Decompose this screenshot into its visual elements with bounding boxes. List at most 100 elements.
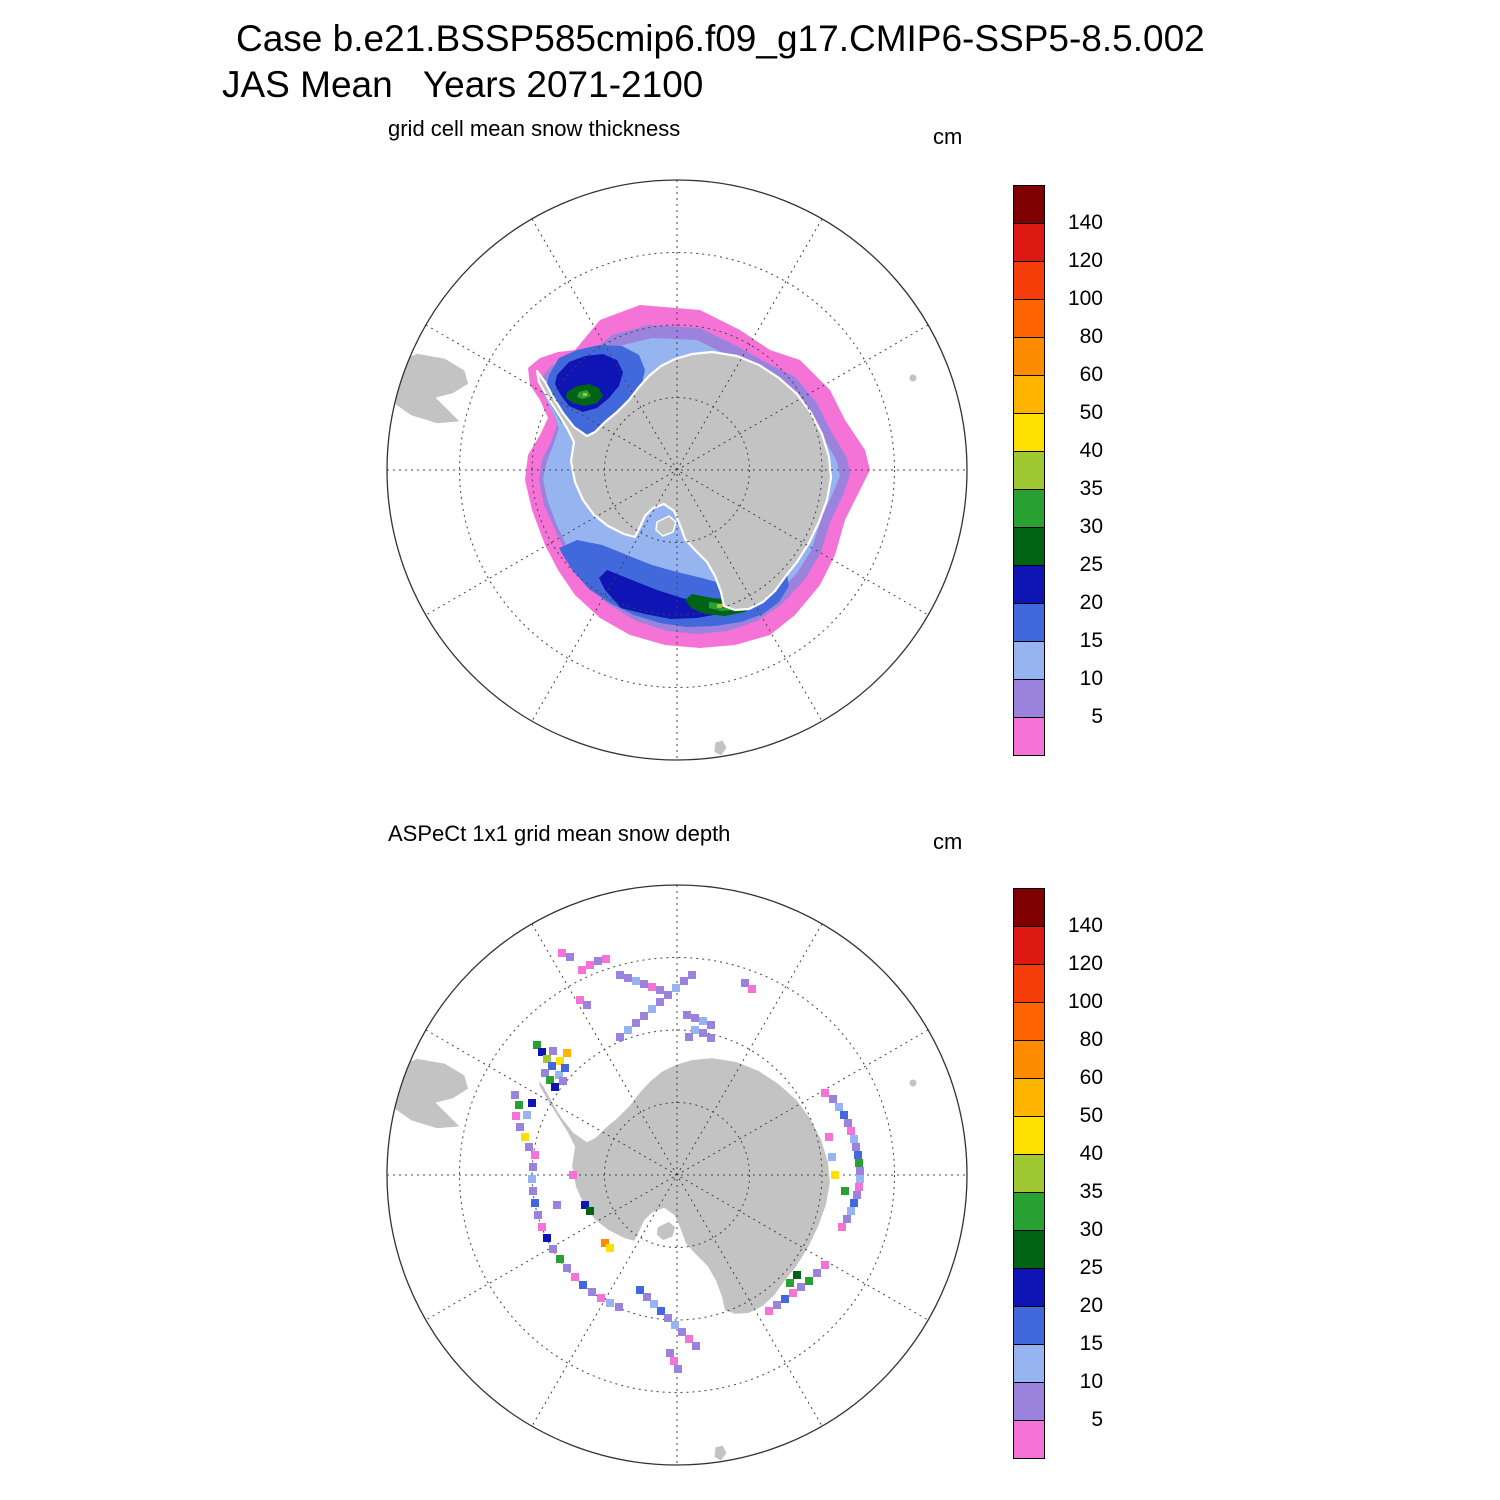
obs-cell xyxy=(578,966,586,974)
obs-cell xyxy=(511,1091,519,1099)
colorbar-tick-label: 100 xyxy=(1067,990,1103,1013)
colorbar-tick-label: 40 xyxy=(1079,1142,1103,1165)
obs-cell xyxy=(691,1014,699,1022)
obs-cell xyxy=(786,1279,794,1287)
colorbar-tick-label: 30 xyxy=(1079,1218,1103,1241)
colorbar-cell xyxy=(1013,1230,1045,1269)
obs-cell xyxy=(844,1119,852,1127)
colorbar-tick-label: 120 xyxy=(1067,952,1103,975)
colorbar-cell xyxy=(1013,1078,1045,1117)
colorbar-cell xyxy=(1013,565,1045,604)
colorbar-cell xyxy=(1013,679,1045,718)
obs-cell xyxy=(531,1199,539,1207)
contour-region-35-40cm xyxy=(583,393,587,396)
obs-cell xyxy=(640,1012,648,1020)
map2-boundary-circle xyxy=(386,884,968,1466)
obs-cell xyxy=(563,1264,571,1272)
colorbar-tick-label: 20 xyxy=(1079,1294,1103,1317)
obs-cell xyxy=(685,1033,693,1041)
obs-cell xyxy=(672,984,680,992)
obs-cell xyxy=(850,1135,858,1143)
obs-cell xyxy=(781,1295,789,1303)
obs-cell xyxy=(850,1199,858,1207)
colorbar-cell xyxy=(1013,717,1045,756)
obs-cell xyxy=(581,1201,589,1209)
obs-cell xyxy=(683,1011,691,1019)
obs-cell xyxy=(571,1273,579,1281)
obs-cell xyxy=(556,1255,564,1263)
obs-cell xyxy=(856,1167,864,1175)
obs-cell xyxy=(534,1211,542,1219)
obs-cell xyxy=(632,1019,640,1027)
colorbar-tick-label: 35 xyxy=(1079,1180,1103,1203)
colorbar-tick-label: 30 xyxy=(1079,515,1103,538)
obs-cell xyxy=(548,1062,556,1070)
colorbar-tick-label: 50 xyxy=(1079,1104,1103,1127)
colorbar-cell xyxy=(1013,926,1045,965)
obs-cell xyxy=(843,1215,851,1223)
colorbar-cell xyxy=(1013,299,1045,338)
obs-cell xyxy=(829,1095,837,1103)
colorbar-cell xyxy=(1013,185,1045,224)
obs-cell xyxy=(615,1303,623,1311)
map1-boundary-circle xyxy=(386,179,968,761)
colorbar-tick-label: 5 xyxy=(1091,705,1103,728)
obs-cell xyxy=(632,977,640,985)
colorbar-cell xyxy=(1013,641,1045,680)
obs-cell xyxy=(576,996,584,1004)
colorbar-tick-label: 100 xyxy=(1067,287,1103,310)
obs-cell xyxy=(789,1289,797,1297)
colorbar-tick-label: 60 xyxy=(1079,363,1103,386)
observation-cells-layer xyxy=(511,949,864,1373)
obs-cell xyxy=(624,1026,632,1034)
obs-cell xyxy=(678,1328,686,1336)
colorbar-tick-label: 80 xyxy=(1079,1028,1103,1051)
colorbar-cell xyxy=(1013,1306,1045,1345)
obs-cell xyxy=(688,971,696,979)
obs-cell xyxy=(840,1111,848,1119)
obs-cell xyxy=(515,1101,523,1109)
colorbar-cell xyxy=(1013,1382,1045,1421)
panel1-units-label: cm xyxy=(933,124,963,149)
obs-cell xyxy=(847,1207,855,1215)
colorbar-tick-label: 35 xyxy=(1079,477,1103,500)
obs-cell xyxy=(512,1112,520,1120)
obs-cell xyxy=(855,1159,863,1167)
obs-cell xyxy=(559,1077,567,1085)
obs-cell xyxy=(666,1349,674,1357)
obs-cell xyxy=(555,1071,563,1079)
obs-cell xyxy=(583,1001,591,1009)
obs-cell xyxy=(813,1269,821,1277)
colorbar-tick-label: 15 xyxy=(1079,1332,1103,1355)
obs-cell xyxy=(525,1143,533,1151)
obs-cell xyxy=(538,1048,546,1056)
obs-cell xyxy=(773,1301,781,1309)
obs-cell xyxy=(838,1223,846,1231)
obs-cell xyxy=(566,953,574,961)
obs-cell xyxy=(551,1083,559,1091)
obs-cell xyxy=(648,983,656,991)
obs-cell xyxy=(549,1047,557,1055)
obs-cell xyxy=(656,998,664,1006)
obs-cell xyxy=(643,1293,651,1301)
obs-cell xyxy=(533,1041,541,1049)
colorbar-tick-label: 10 xyxy=(1079,1370,1103,1393)
obs-cell xyxy=(853,1191,861,1199)
colorbar-panel1: 140 120 100 80 60 50 40 35 30 25 20 15 10 5 xyxy=(1013,185,1103,756)
obs-cell xyxy=(558,949,566,957)
obs-cell xyxy=(707,1021,715,1029)
colorbar-cell xyxy=(1013,1002,1045,1041)
colorbar-cell xyxy=(1013,413,1045,452)
obs-cell xyxy=(586,1207,594,1215)
obs-cell xyxy=(556,1057,564,1065)
obs-cell xyxy=(616,1033,624,1041)
obs-cell xyxy=(670,1357,678,1365)
colorbar-cell xyxy=(1013,223,1045,262)
panel2-title: ASPeCt 1x1 grid mean snow depth xyxy=(388,821,731,846)
obs-cell xyxy=(656,986,664,994)
colorbar-tick-label: 25 xyxy=(1079,1256,1103,1279)
figure-title-block: Case b.e21.BSSP585cmip6.f09_g17.CMIP6-SS… xyxy=(222,16,1205,108)
obs-cell xyxy=(636,1286,644,1294)
obs-cell xyxy=(707,1034,715,1042)
colorbar-panel2: 140 120 100 80 60 50 40 35 30 25 20 15 10 5 xyxy=(1013,888,1103,1459)
